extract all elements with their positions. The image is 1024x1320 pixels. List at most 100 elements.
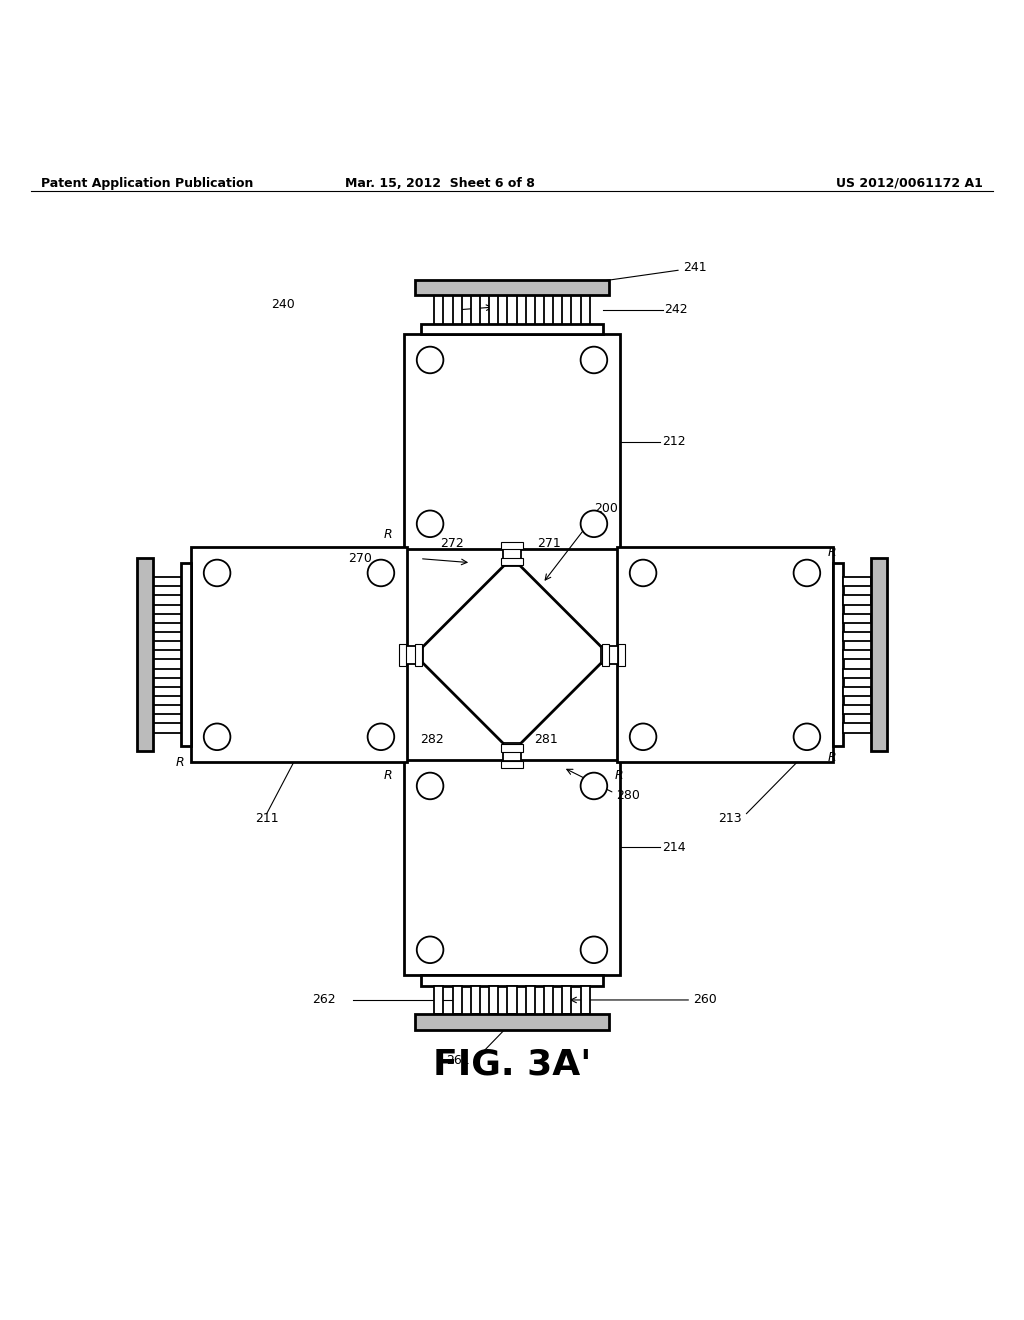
Bar: [471, 986, 480, 1014]
Bar: [843, 632, 871, 642]
Circle shape: [417, 936, 443, 964]
Bar: [525, 296, 535, 325]
Circle shape: [417, 772, 443, 800]
Bar: [153, 614, 181, 623]
Text: 200: 200: [594, 502, 617, 515]
Text: 270: 270: [348, 552, 372, 565]
Bar: [544, 986, 553, 1014]
Text: 260: 260: [693, 994, 717, 1006]
Bar: [406, 647, 424, 664]
Text: 213: 213: [719, 812, 742, 825]
Text: US 2012/0061172 A1: US 2012/0061172 A1: [837, 177, 983, 190]
Text: 280: 280: [616, 788, 640, 801]
Circle shape: [581, 511, 607, 537]
Circle shape: [794, 723, 820, 750]
Text: R: R: [384, 770, 392, 783]
Bar: [471, 296, 480, 325]
Bar: [153, 686, 181, 696]
Bar: [416, 280, 608, 296]
Circle shape: [630, 723, 656, 750]
Bar: [404, 334, 620, 549]
Text: R: R: [614, 770, 623, 783]
Bar: [399, 644, 406, 667]
Bar: [416, 644, 423, 667]
Bar: [508, 986, 516, 1014]
Bar: [843, 668, 871, 677]
Bar: [504, 743, 520, 760]
Text: 240: 240: [271, 298, 295, 312]
Bar: [421, 975, 603, 986]
Bar: [871, 558, 887, 751]
Text: 281: 281: [535, 734, 558, 746]
Bar: [137, 558, 153, 751]
Bar: [153, 577, 181, 586]
Text: Mar. 15, 2012  Sheet 6 of 8: Mar. 15, 2012 Sheet 6 of 8: [345, 177, 536, 190]
Bar: [434, 296, 443, 325]
Text: 272: 272: [440, 537, 464, 549]
Polygon shape: [415, 557, 609, 752]
Bar: [489, 296, 499, 325]
Bar: [581, 296, 590, 325]
Text: R: R: [827, 546, 836, 558]
Bar: [843, 577, 871, 586]
Bar: [843, 723, 871, 733]
Text: R: R: [827, 751, 836, 764]
Bar: [843, 651, 871, 660]
Bar: [544, 296, 553, 325]
Text: 271: 271: [538, 537, 561, 549]
Bar: [843, 614, 871, 623]
Circle shape: [581, 936, 607, 964]
Bar: [501, 760, 523, 768]
Circle shape: [581, 772, 607, 800]
Bar: [843, 595, 871, 605]
Bar: [833, 564, 843, 746]
Bar: [153, 723, 181, 733]
Circle shape: [794, 560, 820, 586]
Bar: [562, 986, 571, 1014]
Text: R: R: [384, 528, 392, 541]
Bar: [153, 651, 181, 660]
Bar: [501, 541, 523, 549]
Bar: [618, 644, 625, 667]
Bar: [416, 1014, 608, 1030]
Bar: [404, 760, 620, 975]
Text: 282: 282: [420, 734, 443, 746]
Text: 242: 242: [665, 304, 688, 317]
Bar: [617, 548, 833, 763]
Bar: [562, 296, 571, 325]
Bar: [181, 564, 191, 746]
Text: 261: 261: [446, 1053, 470, 1067]
Circle shape: [581, 347, 607, 374]
Circle shape: [417, 347, 443, 374]
Text: Patent Application Publication: Patent Application Publication: [41, 177, 253, 190]
Text: 241: 241: [683, 261, 707, 275]
Bar: [525, 986, 535, 1014]
Bar: [501, 558, 523, 565]
Text: FIG. 3A': FIG. 3A': [433, 1048, 591, 1081]
Circle shape: [630, 560, 656, 586]
Bar: [581, 986, 590, 1014]
Circle shape: [417, 511, 443, 537]
Circle shape: [204, 560, 230, 586]
Circle shape: [204, 723, 230, 750]
Circle shape: [368, 560, 394, 586]
Bar: [843, 686, 871, 696]
Bar: [153, 595, 181, 605]
Bar: [602, 644, 608, 667]
Bar: [843, 705, 871, 714]
Bar: [421, 325, 603, 334]
Bar: [153, 668, 181, 677]
Bar: [453, 986, 462, 1014]
Text: 212: 212: [663, 436, 686, 449]
Circle shape: [368, 723, 394, 750]
Bar: [191, 548, 407, 763]
Text: 262: 262: [312, 994, 336, 1006]
Bar: [501, 744, 523, 751]
Text: 214: 214: [663, 841, 686, 854]
Bar: [153, 705, 181, 714]
Bar: [489, 986, 499, 1014]
Bar: [600, 647, 618, 664]
Bar: [453, 296, 462, 325]
Bar: [508, 296, 516, 325]
Text: R: R: [176, 756, 184, 768]
